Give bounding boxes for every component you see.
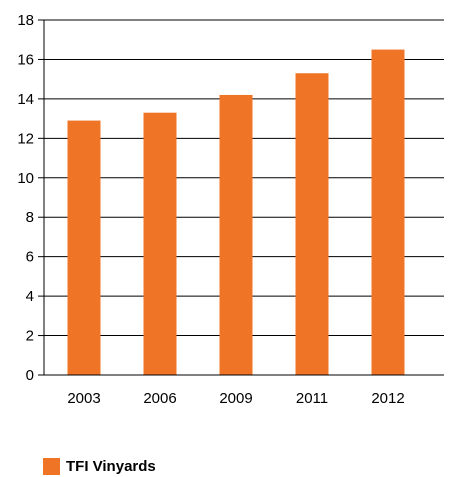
legend: TFI Vinyards <box>43 458 156 475</box>
bar-chart: 0 2 4 6 8 10 12 14 16 18 2003 2006 2009 2011 2012 <box>17 12 444 407</box>
x-tick-label: 2011 <box>296 390 328 407</box>
bar-2009 <box>219 94 253 375</box>
bar-2003 <box>67 120 101 375</box>
x-tick-label: 2009 <box>219 390 252 407</box>
y-tick-label: 4 <box>26 288 34 305</box>
bars <box>67 49 405 375</box>
y-tick-label: 18 <box>17 12 34 29</box>
bar-2012 <box>371 49 405 375</box>
y-tick-label: 10 <box>17 170 34 187</box>
x-tick-labels: 2003 2006 2009 2011 2012 <box>67 390 404 407</box>
legend-label: TFI Vinyards <box>66 458 156 475</box>
y-tick-label: 8 <box>26 209 34 226</box>
bar-2011 <box>295 73 329 375</box>
y-tick-label: 0 <box>26 367 34 384</box>
y-tick-label: 14 <box>17 91 34 108</box>
y-tick-label: 2 <box>26 328 34 345</box>
x-tick-label: 2012 <box>371 390 404 407</box>
bar-2006 <box>143 112 177 375</box>
x-tick-label: 2003 <box>67 390 100 407</box>
axes <box>38 20 444 376</box>
y-tick-label: 6 <box>26 249 34 266</box>
x-tick-label: 2006 <box>143 390 176 407</box>
y-tick-labels: 0 2 4 6 8 10 12 14 16 18 <box>17 12 44 384</box>
y-tick-label: 12 <box>17 130 34 147</box>
legend-swatch <box>43 458 60 475</box>
y-tick-label: 16 <box>17 51 34 68</box>
